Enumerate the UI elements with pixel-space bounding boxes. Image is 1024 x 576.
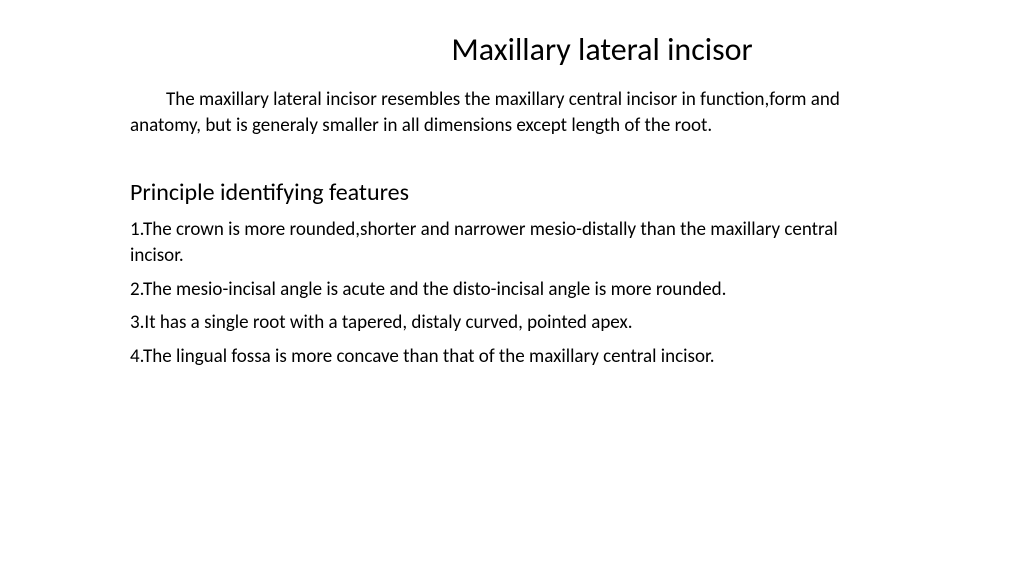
intro-text: The maxillary lateral incisor resembles … xyxy=(130,88,840,137)
intro-paragraph: The maxillary lateral incisor resembles … xyxy=(130,87,894,138)
feature-item: 2.The mesio-incisal angle is acute and t… xyxy=(130,277,894,303)
feature-item: 4.The lingual fossa is more concave than… xyxy=(130,344,894,370)
slide: Maxillary lateral incisor The maxillary … xyxy=(0,0,1024,576)
features-heading: Principle identifying features xyxy=(130,178,894,207)
feature-item: 3.It has a single root with a tapered, d… xyxy=(130,310,894,336)
slide-title: Maxillary lateral incisor xyxy=(310,30,894,69)
feature-item: 1.The crown is more rounded,shorter and … xyxy=(130,217,894,268)
